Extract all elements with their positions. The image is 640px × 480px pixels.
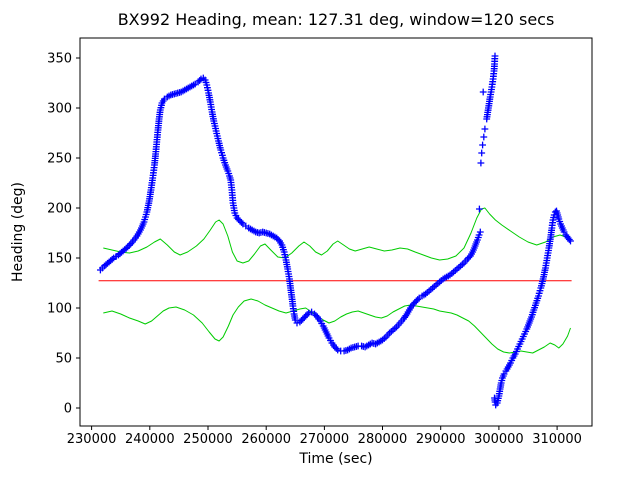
y-tick-label: 250 xyxy=(47,152,72,167)
y-tick-label: 150 xyxy=(47,252,72,267)
x-tick-label: 270000 xyxy=(300,432,350,447)
y-tick-label: 300 xyxy=(47,102,72,117)
y-axis-label: Heading (deg) xyxy=(10,181,26,283)
x-tick-label: 290000 xyxy=(416,432,466,447)
plot-border xyxy=(79,37,593,427)
upper-band-line xyxy=(103,207,571,264)
x-tick-label: 260000 xyxy=(241,432,291,447)
y-tick-label: 350 xyxy=(47,52,72,67)
x-axis-label: Time (sec) xyxy=(299,451,373,467)
y-tick-label: 50 xyxy=(55,352,72,367)
chart-title: BX992 Heading, mean: 127.31 deg, window=… xyxy=(117,10,555,29)
x-tick-label: 300000 xyxy=(474,432,524,447)
lower-band-line xyxy=(103,298,571,354)
x-tick-label: 230000 xyxy=(67,432,117,447)
x-tick-label: 280000 xyxy=(358,432,408,447)
x-tick-label: 240000 xyxy=(125,432,175,447)
x-tick-label: 310000 xyxy=(532,432,582,447)
x-tick-label: 250000 xyxy=(183,432,233,447)
y-tick-label: 100 xyxy=(47,302,72,317)
heading-markers xyxy=(97,52,574,409)
y-tick-label: 200 xyxy=(47,202,72,217)
y-tick-label: 0 xyxy=(64,402,72,417)
